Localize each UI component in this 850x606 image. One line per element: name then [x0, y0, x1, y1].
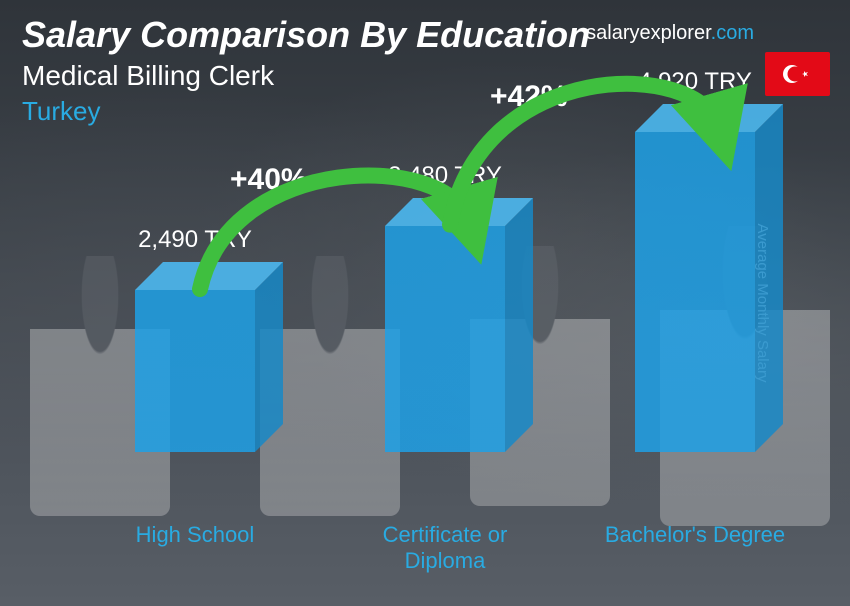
increase-label: +42% — [490, 80, 568, 114]
bar-side — [505, 198, 533, 452]
bar-label: Bachelor's Degree — [595, 522, 795, 576]
bar-value: 2,490 TRY — [95, 226, 295, 254]
bar-side — [255, 262, 283, 452]
increase-label: +40% — [230, 163, 308, 197]
bar: 2,490 TRY — [135, 290, 255, 514]
bar-group: 4,920 TRY Bachelor's Degree — [595, 132, 795, 576]
bar-label: High School — [95, 522, 295, 576]
bar-front — [635, 132, 755, 452]
bar-side — [755, 104, 783, 452]
brand-suffix: .com — [711, 22, 754, 44]
salary-bar-chart: 2,490 TRY High School 3,480 TRY Certificate… — [40, 56, 790, 576]
bar: 4,920 TRY — [635, 132, 755, 514]
brand-name: salaryexplorer — [586, 22, 711, 44]
bar-front — [135, 290, 255, 452]
bar-group: 2,490 TRY High School — [95, 290, 295, 576]
bar-value: 3,480 TRY — [345, 162, 545, 190]
bar-value: 4,920 TRY — [595, 68, 795, 96]
bar-group: 3,480 TRY Certificate or Diploma — [345, 226, 545, 576]
brand-label: salaryexplorer.com — [586, 22, 754, 45]
bar: 3,480 TRY — [385, 226, 505, 514]
bar-label: Certificate or Diploma — [345, 522, 545, 576]
bar-front — [385, 226, 505, 452]
page-title: Salary Comparison By Education — [22, 14, 590, 56]
